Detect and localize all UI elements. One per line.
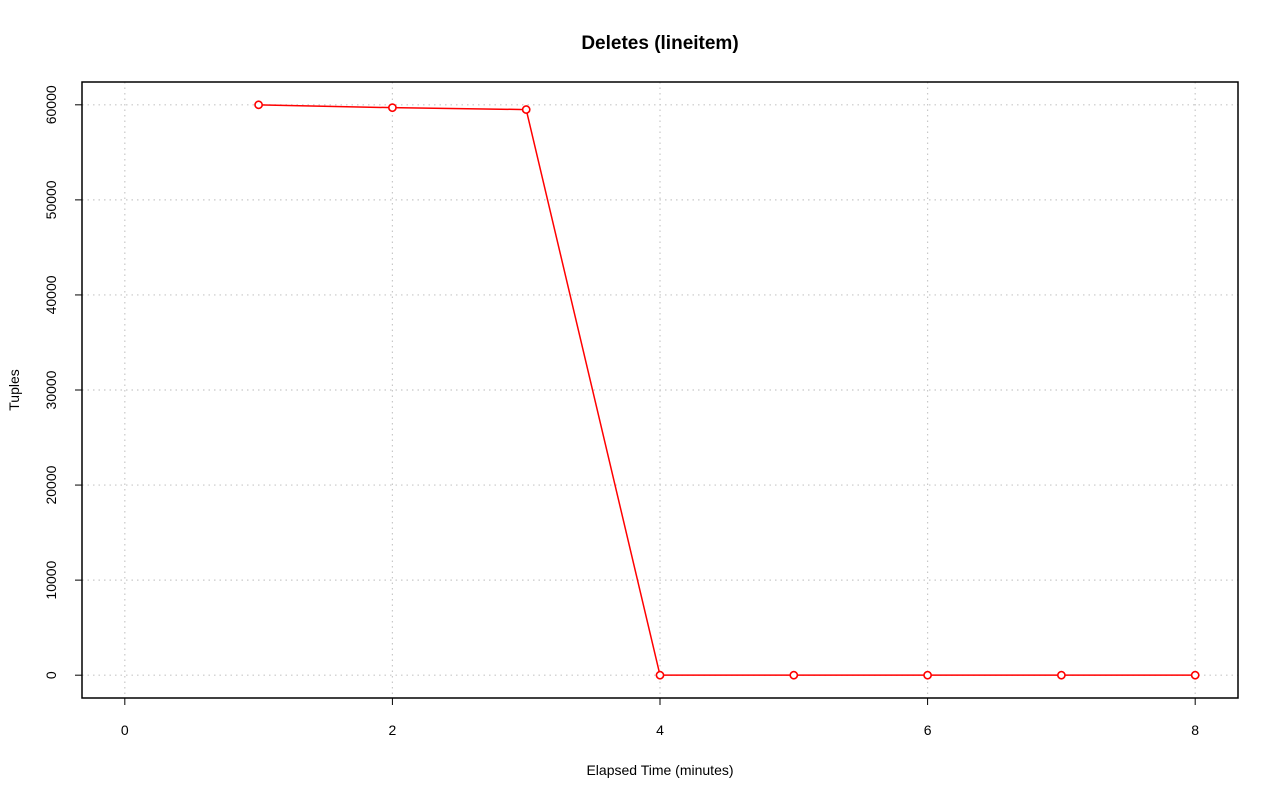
y-tick-label: 0 <box>43 671 59 679</box>
point <box>1056 670 1066 680</box>
line <box>258 104 1196 676</box>
point <box>1190 670 1200 680</box>
point <box>388 103 397 113</box>
x-tick-label: 4 <box>656 722 664 738</box>
chart-title: Deletes (lineitem) <box>581 33 738 54</box>
point <box>923 670 932 680</box>
y-tick-label: 50000 <box>43 180 59 219</box>
point <box>655 670 665 680</box>
point <box>521 105 531 114</box>
x-tick-label: 6 <box>924 722 932 738</box>
y-axis-label: Tuples <box>6 369 22 411</box>
plot-frame <box>81 81 1239 699</box>
y-tick-label: 30000 <box>43 370 59 409</box>
point <box>789 670 799 680</box>
x-tick-label: 2 <box>389 722 397 738</box>
x-tick-label: 0 <box>121 722 129 738</box>
y-tick-label: 20000 <box>43 465 59 504</box>
y-tick-label: 60000 <box>43 85 59 124</box>
point <box>254 100 264 110</box>
y-tick-label: 10000 <box>43 560 59 599</box>
x-tick-label: 8 <box>1191 722 1199 738</box>
x-axis-label: Elapsed Time (minutes) <box>586 762 733 778</box>
y-tick-label: 40000 <box>43 275 59 314</box>
